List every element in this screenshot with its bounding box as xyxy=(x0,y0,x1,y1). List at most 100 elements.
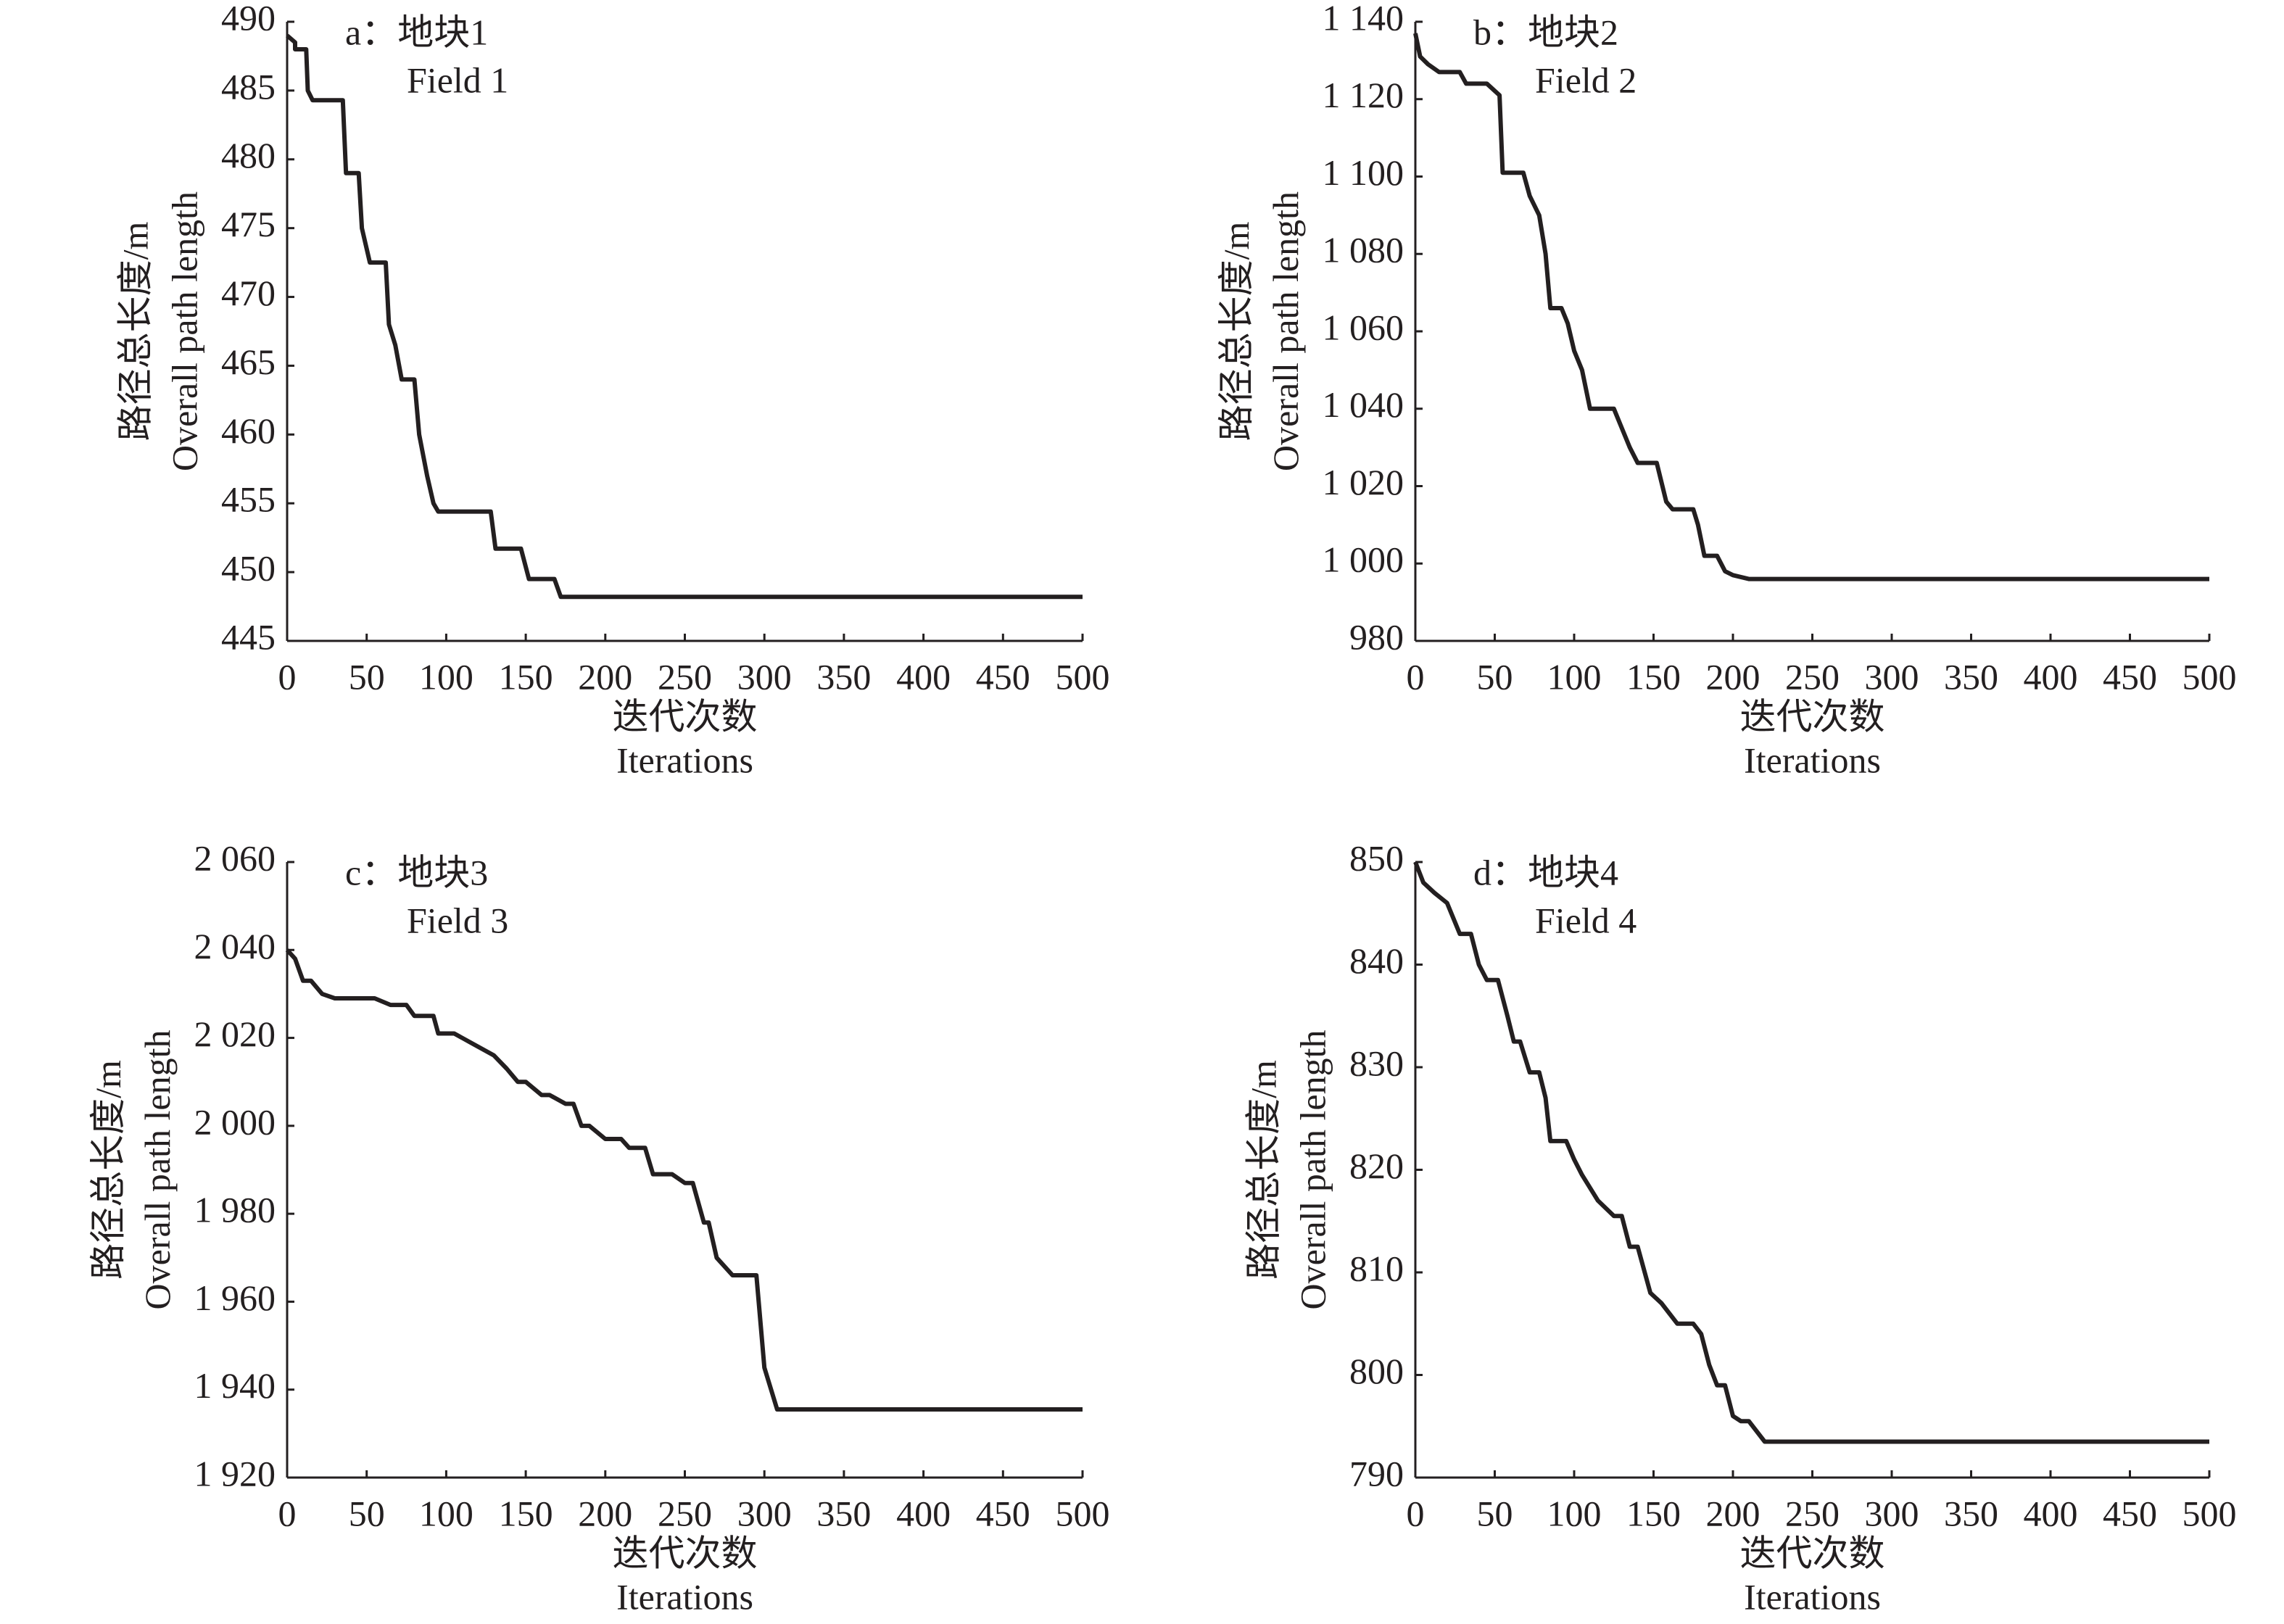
y-tick-label: 850 xyxy=(1349,837,1404,878)
x-axis-label: Iterations xyxy=(616,1576,753,1617)
x-tick-label: 0 xyxy=(278,656,297,697)
y-tick-label: 830 xyxy=(1349,1043,1404,1083)
x-tick-label: 400 xyxy=(2024,1493,2078,1533)
x-tick-label: 500 xyxy=(2182,1493,2237,1533)
panel-label: Field 3 xyxy=(407,900,508,940)
panel-label: Field 1 xyxy=(407,59,508,100)
panel: 1 920 1 940 1 960 1 980 2 000 2 020 2 040 2 060… xyxy=(88,837,1110,1617)
x-tick-label: 350 xyxy=(1944,656,1998,697)
panel-label: b：地块2 xyxy=(1473,12,1618,52)
panel-label: Field 4 xyxy=(1535,900,1637,940)
panel: 980 1 000 1 020 1 040 1 060 1 080 1 100 1 120 1 … xyxy=(1216,0,2237,780)
data-line xyxy=(285,948,1083,1412)
y-tick-label: 2 000 xyxy=(194,1101,276,1142)
x-tick-label: 450 xyxy=(2103,656,2157,697)
y-tick-label: 790 xyxy=(1349,1453,1404,1494)
x-axis-label: Iterations xyxy=(1744,740,1881,780)
x-tick-label: 300 xyxy=(1865,1493,1919,1533)
panel-label: d：地块4 xyxy=(1473,852,1618,892)
x-tick-label: 400 xyxy=(896,1493,951,1533)
y-tick-label: 1 140 xyxy=(1323,0,1404,38)
y-tick-label: 1 120 xyxy=(1323,75,1404,115)
y-tick-label: 1 080 xyxy=(1323,230,1404,270)
y-tick-label: 460 xyxy=(221,410,276,451)
y-tick-label: 1 920 xyxy=(194,1453,276,1494)
x-tick-label: 250 xyxy=(1785,656,1840,697)
x-tick-label: 50 xyxy=(349,656,385,697)
x-tick-label: 150 xyxy=(499,656,553,697)
y-tick-label: 1 020 xyxy=(1323,462,1404,502)
y-tick-label: 1 100 xyxy=(1323,152,1404,193)
y-tick-label: 800 xyxy=(1349,1351,1404,1391)
y-tick-label: 490 xyxy=(221,0,276,38)
y-tick-label: 2 060 xyxy=(194,837,276,878)
y-tick-label: 2 040 xyxy=(194,926,276,966)
y-tick-label: 1 960 xyxy=(194,1277,276,1318)
x-tick-label: 300 xyxy=(737,1493,792,1533)
x-tick-label: 100 xyxy=(419,1493,473,1533)
y-tick-label: 820 xyxy=(1349,1146,1404,1186)
y-tick-label: 465 xyxy=(221,341,276,382)
x-tick-label: 400 xyxy=(2024,656,2078,697)
data-line xyxy=(286,33,1083,600)
x-tick-label: 50 xyxy=(1477,1493,1513,1533)
y-axis-label: 路径总长度/m xyxy=(1216,222,1257,442)
y-tick-label: 455 xyxy=(221,479,276,520)
x-tick-label: 350 xyxy=(1944,1493,1998,1533)
x-tick-label: 400 xyxy=(896,656,951,697)
x-tick-label: 200 xyxy=(1706,1493,1760,1533)
x-tick-label: 250 xyxy=(658,656,712,697)
x-tick-label: 0 xyxy=(1407,1493,1425,1533)
x-tick-label: 250 xyxy=(1785,1493,1840,1533)
y-tick-label: 475 xyxy=(221,204,276,244)
x-tick-label: 150 xyxy=(499,1493,553,1533)
y-tick-label: 1 060 xyxy=(1323,307,1404,347)
x-axis-label: Iterations xyxy=(1744,1576,1881,1617)
x-tick-label: 350 xyxy=(816,1493,871,1533)
x-tick-label: 0 xyxy=(278,1493,297,1533)
x-axis-label: Iterations xyxy=(616,740,753,780)
panel: 445 450 455 460 465 470 475 480 485 490 0 50 100 150 2… xyxy=(115,0,1109,780)
panel-label: Field 2 xyxy=(1535,59,1637,100)
y-axis-label: 路径总长度/m xyxy=(1243,1060,1283,1280)
x-tick-label: 450 xyxy=(976,1493,1030,1533)
y-tick-label: 1 940 xyxy=(194,1365,276,1406)
y-axis-label: Overall path length xyxy=(164,191,204,471)
x-tick-label: 150 xyxy=(1626,1493,1681,1533)
panel: 790 800 810 820 830 840 850 0 50 100 150 200 250 300 3… xyxy=(1243,837,2236,1617)
y-tick-label: 485 xyxy=(221,66,276,107)
y-axis-label: Overall path length xyxy=(1265,191,1306,471)
x-tick-label: 100 xyxy=(419,656,473,697)
y-tick-label: 840 xyxy=(1349,940,1404,981)
x-tick-label: 200 xyxy=(578,656,632,697)
panel-label: c：地块3 xyxy=(345,852,488,892)
x-tick-label: 100 xyxy=(1547,1493,1602,1533)
x-axis-label: 迭代次数 xyxy=(1740,1533,1885,1573)
y-tick-label: 980 xyxy=(1349,616,1404,657)
y-tick-label: 480 xyxy=(221,135,276,175)
x-tick-label: 100 xyxy=(1547,656,1602,697)
y-axis-label: 路径总长度/m xyxy=(88,1060,128,1280)
y-axis-label: Overall path length xyxy=(1292,1030,1333,1310)
y-tick-label: 470 xyxy=(221,273,276,313)
x-tick-label: 500 xyxy=(1056,656,1110,697)
y-tick-label: 445 xyxy=(221,616,276,657)
x-tick-label: 50 xyxy=(1477,656,1513,697)
y-tick-label: 450 xyxy=(221,548,276,589)
x-tick-label: 200 xyxy=(578,1493,632,1533)
x-tick-label: 450 xyxy=(976,656,1030,697)
y-tick-label: 2 020 xyxy=(194,1014,276,1054)
panel-label: a：地块1 xyxy=(345,12,488,52)
x-tick-label: 500 xyxy=(2182,656,2237,697)
x-tick-label: 450 xyxy=(2103,1493,2157,1533)
data-line xyxy=(1413,861,2209,1444)
x-tick-label: 300 xyxy=(737,656,792,697)
x-tick-label: 50 xyxy=(349,1493,385,1533)
x-tick-label: 250 xyxy=(658,1493,712,1533)
y-tick-label: 1 000 xyxy=(1323,539,1404,580)
x-tick-label: 0 xyxy=(1407,656,1425,697)
x-axis-label: 迭代次数 xyxy=(1740,696,1885,737)
x-tick-label: 300 xyxy=(1865,656,1919,697)
x-tick-label: 500 xyxy=(1056,1493,1110,1533)
